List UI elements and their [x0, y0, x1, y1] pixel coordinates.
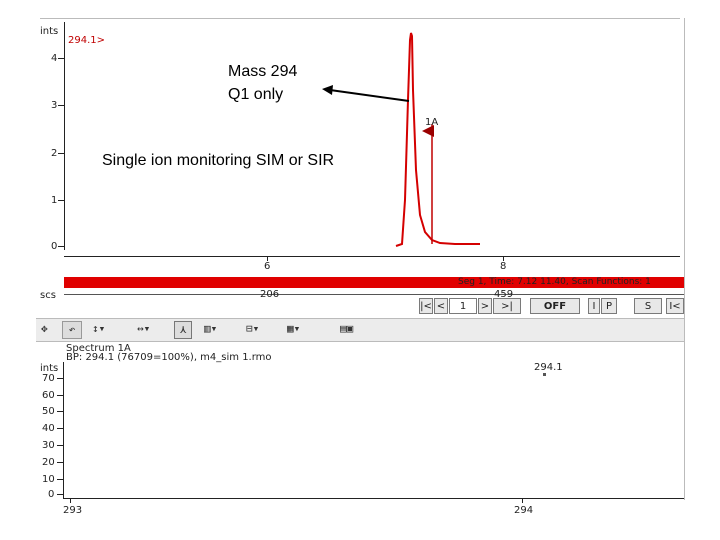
sim-annotation: Single ion monitoring SIM or SIR	[102, 152, 335, 169]
chromatogram-x-tick	[267, 256, 268, 261]
peak-icon[interactable]: ⋏	[174, 321, 192, 339]
spectrum-y-tick	[57, 428, 63, 429]
chromatogram-y-tick-label: 4	[51, 53, 58, 64]
chromatogram-y-axis	[64, 22, 65, 250]
spectrum-y-tick-label: 10	[42, 474, 55, 485]
spectrum-peak-label: 294.1	[534, 362, 563, 373]
scan-page-field[interactable]: 1	[449, 298, 477, 314]
spectrum-x-tick-label: 294	[514, 505, 534, 516]
spectrum-x-axis	[63, 498, 684, 499]
spectrum-icon[interactable]: ▦▾	[287, 322, 301, 335]
scan-range-bar-text: Seg 1, Time: 7.12 11.40, Scan Functions:…	[458, 277, 651, 287]
mode-i2-button[interactable]: I<	[666, 298, 684, 314]
chromatogram-y-tick-label: 0	[51, 241, 58, 252]
first-scan-button[interactable]: |<	[419, 298, 433, 314]
chromatogram-y-tick-label: 1	[51, 195, 58, 206]
mass-annotation-arrow-line	[329, 89, 410, 102]
mode-p-button[interactable]: P	[601, 298, 617, 314]
spectrum-y-tick-label: 0	[48, 489, 55, 500]
spectrum-y-tick	[57, 462, 63, 463]
label-icon[interactable]: ▥▾	[204, 322, 218, 335]
mode-s-button[interactable]: S	[634, 298, 662, 314]
chromatogram-top-border	[40, 18, 680, 19]
spectrum-y-tick	[57, 494, 63, 495]
range-icon[interactable]: ⊟▾	[246, 322, 260, 335]
spectrum-y-tick-label: 20	[42, 457, 55, 468]
spectrum-y-tick	[57, 445, 63, 446]
spectrum-y-tick-label: 30	[42, 440, 55, 451]
spectrum-toolbar	[36, 318, 684, 342]
spectrum-y-tick-label: 70	[42, 373, 55, 384]
chromatogram-trace	[322, 32, 480, 247]
chromatogram-peak-line	[395, 32, 480, 247]
chromatogram-y-tick	[58, 200, 64, 201]
next-scan-button[interactable]: >	[478, 298, 492, 314]
zoom-x-icon[interactable]: ↕▾	[92, 322, 106, 335]
spectrum-x-tick-label: 293	[63, 505, 83, 516]
offset-toggle-button[interactable]: OFF	[530, 298, 580, 314]
chromatogram-x-tick-label: 6	[264, 261, 271, 272]
last-scan-button[interactable]: >|	[493, 298, 521, 314]
mass-annotation-line2: Q1 only	[228, 86, 284, 103]
chromatogram-y-tick	[58, 246, 64, 247]
prev-scan-button[interactable]: <	[434, 298, 448, 314]
spectrum-subtitle: BP: 294.1 (76709=100%), m4_sim 1.rmo	[66, 352, 272, 363]
spectrum-y-unit-label: ints	[40, 363, 59, 374]
scan-axis-line	[64, 294, 684, 295]
chromatogram-y-tick	[58, 105, 64, 106]
chromatogram-x-tick-label: 8	[500, 261, 507, 272]
zoom-y-icon[interactable]: ↔▾	[137, 322, 151, 335]
scan-range-bar[interactable]	[64, 277, 684, 288]
chromatogram-x-axis	[64, 256, 680, 257]
undo-icon[interactable]: ↶	[62, 321, 82, 339]
chromatogram-x-tick	[503, 256, 504, 261]
spectrum-y-tick-label: 50	[42, 406, 55, 417]
mass-annotation-arrowhead	[322, 85, 333, 95]
spectrum-title: Spectrum 1A	[66, 343, 131, 354]
spectrum-y-tick	[57, 479, 63, 480]
library-icon[interactable]: ▤▣	[340, 322, 354, 335]
chromatogram-y-tick	[58, 153, 64, 154]
chromatogram-trace-label: 294.1>	[68, 35, 106, 46]
mass-annotation-line1: Mass 294	[228, 63, 298, 80]
spectrum-y-tick	[57, 411, 63, 412]
spectrum-y-axis	[63, 362, 64, 498]
spectrum-x-tick	[70, 498, 71, 503]
chromatogram-y-tick	[58, 58, 64, 59]
mode-i-button[interactable]: I	[588, 298, 600, 314]
chromatogram-y-tick-label: 3	[51, 100, 58, 111]
spectrum-y-tick-label: 60	[42, 390, 55, 401]
scan-label-1: 206	[260, 289, 280, 300]
spectrum-x-tick	[522, 498, 523, 503]
right-window-edge	[684, 18, 685, 500]
spectrum-y-tick	[57, 395, 63, 396]
scan-label-2: 459	[494, 289, 514, 300]
chromatogram-peak-label: 1A	[425, 117, 439, 128]
peak-marker-triangle	[422, 125, 434, 137]
scan-axis-left-label: scs	[40, 290, 56, 301]
spectrum-y-tick	[57, 378, 63, 379]
spectrum-peak-marker	[543, 373, 546, 376]
chromatogram-y-unit-label: ints	[40, 26, 59, 37]
move-icon[interactable]: ✥	[41, 322, 48, 335]
chromatogram-y-tick-label: 2	[51, 148, 58, 159]
spectrum-y-tick-label: 40	[42, 423, 55, 434]
